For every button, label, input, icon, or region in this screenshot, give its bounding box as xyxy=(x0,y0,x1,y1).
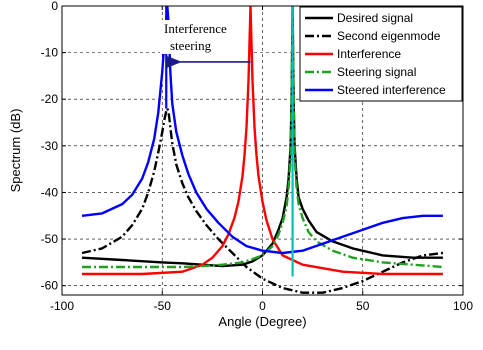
y-tick-label: -30 xyxy=(41,139,59,153)
y-tick-label: -40 xyxy=(41,185,59,199)
legend-label-3: Interference xyxy=(337,47,401,61)
legend-label-2: Second eigenmode xyxy=(337,29,441,43)
y-tick-label: -50 xyxy=(41,232,59,246)
x-tick-label: 0 xyxy=(259,299,266,313)
series-line-3 xyxy=(82,6,443,276)
axis-ticks: -100 -50 0 50 100 0 -10 -20 -30 -40 -50 -60 xyxy=(41,0,474,313)
y-tick-label: -60 xyxy=(41,279,59,293)
y-axis-label: Spectrum (dB) xyxy=(8,109,23,193)
y-tick-label: 0 xyxy=(51,0,58,13)
series-line-2 xyxy=(81,107,444,294)
annotation-background xyxy=(160,20,246,54)
legend-label-5: Steered interference xyxy=(337,83,446,97)
x-tick-label: 100 xyxy=(453,299,473,313)
y-tick-label: -20 xyxy=(41,92,59,106)
y-tick-label: -10 xyxy=(41,46,59,60)
series-line-5 xyxy=(81,6,443,255)
series-line-1 xyxy=(81,6,443,268)
legend-label-4: Steering signal xyxy=(337,65,416,79)
x-axis-label: Angle (Degree) xyxy=(218,314,306,329)
interference-steering-annotation: Interference steering xyxy=(160,20,251,69)
legend-label-1: Desired signal xyxy=(337,11,413,25)
annotation-text-line2: steering xyxy=(170,38,212,53)
series-line-4 xyxy=(82,6,443,269)
legend: Desired signal Second eigenmode Interferen… xyxy=(299,6,463,102)
plot-series xyxy=(81,6,444,294)
x-tick-label: -100 xyxy=(50,299,74,313)
x-tick-label: 50 xyxy=(356,299,370,313)
annotation-text-line1: Interference xyxy=(164,21,227,36)
x-tick-label: -50 xyxy=(154,299,172,313)
